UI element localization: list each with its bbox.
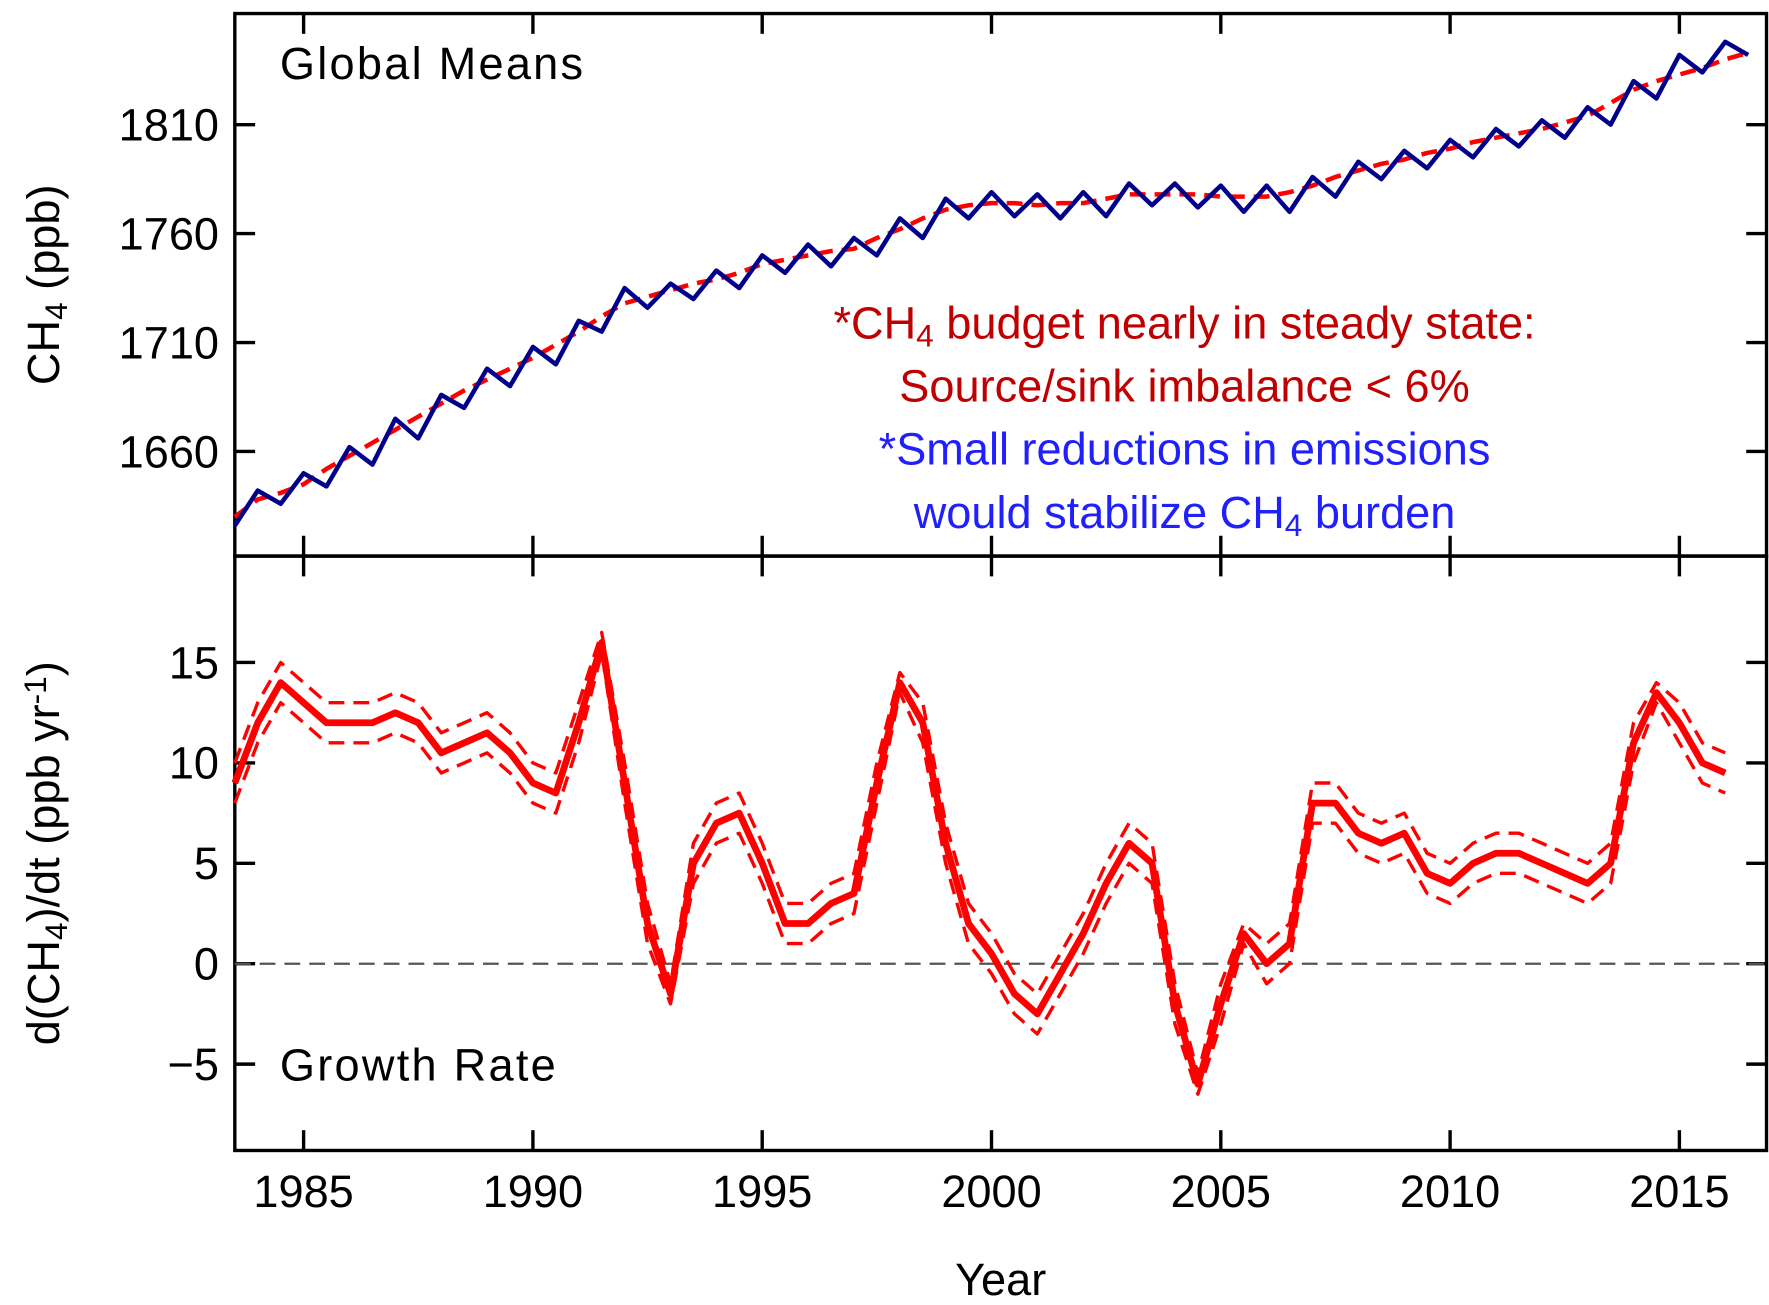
- text-part: would stabilize CH: [913, 487, 1285, 538]
- y-axis-title: CH4 (ppb): [18, 185, 74, 386]
- text-part: budget nearly in steady state:: [934, 297, 1536, 348]
- y-tick-label: 1810: [119, 99, 219, 150]
- y-tick-label: 15: [169, 637, 219, 688]
- plot-frame: [233, 554, 1769, 1153]
- x-tick-label: 2010: [1400, 1166, 1500, 1217]
- text-part: 4: [38, 922, 74, 940]
- annotation: Source/sink imbalance < 6%: [899, 361, 1469, 412]
- text-part: (ppb): [18, 185, 69, 303]
- y-tick-label: 1710: [119, 317, 219, 368]
- text-part: Source/sink imbalance < 6%: [899, 361, 1469, 412]
- text-part: CH: [18, 320, 69, 385]
- annotation: *Small reductions in emissions: [879, 424, 1491, 475]
- text-part: *Small reductions in emissions: [879, 424, 1491, 475]
- y-tick-label: 1660: [119, 426, 219, 477]
- x-tick-label: 1990: [483, 1166, 583, 1217]
- text-part: 4: [1285, 507, 1303, 543]
- text-part: 4: [916, 317, 934, 353]
- panel-label: Growth Rate: [280, 1040, 558, 1091]
- text-part: d(CH: [18, 940, 69, 1045]
- data-line: [233, 630, 1726, 1076]
- text-part: 4: [38, 302, 74, 320]
- text-part: -1: [17, 676, 53, 704]
- text-part: )/dt (ppb yr: [18, 704, 69, 922]
- annotation: would stabilize CH4 burden: [913, 487, 1456, 543]
- x-tick-label: 2015: [1629, 1166, 1729, 1217]
- x-tick-label: 1995: [712, 1166, 812, 1217]
- x-tick-label: 1985: [253, 1166, 353, 1217]
- x-tick-label: 2005: [1171, 1166, 1271, 1217]
- data-line: [233, 650, 1726, 1096]
- panel-label: Global Means: [280, 38, 585, 89]
- text-part: *CH: [833, 297, 916, 348]
- y-tick-label: 10: [169, 738, 219, 789]
- y-tick-label: 0: [194, 939, 219, 990]
- data-line: [233, 50, 1749, 519]
- annotation: *CH4 budget nearly in steady state:: [833, 297, 1535, 353]
- y-axis-title: d(CH4)/dt (ppb yr-1): [17, 661, 74, 1045]
- text-part: ): [18, 661, 69, 676]
- data-line: [232, 39, 1750, 527]
- data-line: [231, 639, 1727, 1088]
- y-tick-label: −5: [168, 1039, 219, 1090]
- x-axis-title: Year: [955, 1254, 1046, 1305]
- x-tick-label: 2000: [941, 1166, 1041, 1217]
- text-part: burden: [1302, 487, 1455, 538]
- y-tick-label: 5: [194, 838, 219, 889]
- y-tick-label: 1760: [119, 208, 219, 259]
